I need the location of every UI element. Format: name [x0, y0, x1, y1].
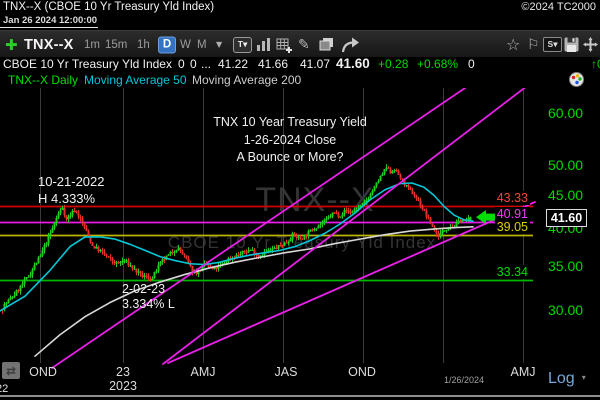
x-axis-label: 2023 — [109, 379, 137, 393]
copyright-label: ©2024 TC2000 — [521, 1, 596, 13]
x-axis-label: JAS — [274, 365, 298, 379]
plus-icon[interactable]: ✚ — [5, 35, 18, 54]
y-axis-tick: 45.00 — [548, 186, 584, 203]
window-title: TNX--X (CBOE 10 Yr Treasury Yld Index) — [3, 1, 215, 13]
quote-open: 41.22 — [218, 57, 249, 71]
clipped-year-label: 22 — [0, 383, 9, 395]
price-level-label: 43.33 — [494, 190, 530, 205]
up-arrow-icon: ↑ — [591, 57, 597, 71]
y-axis-tick: 30.00 — [548, 302, 584, 318]
quote-ellipsis: ... — [201, 57, 212, 71]
palette-icon[interactable] — [569, 72, 584, 87]
price-level-label: 40.91 — [494, 206, 530, 221]
x-axis-label: AMJ — [190, 365, 216, 379]
chart-annotation: TNX 10 Year Treasury Yield 1-26-2024 Clos… — [213, 115, 367, 164]
y-axis-tick: 60.00 — [548, 105, 584, 121]
session-date-label: 1/26/2024 — [443, 375, 485, 385]
toolbar: ✚ TNX--X 1m 15m 1h D W M ▼ T▾ ✎ ☆ ⚐ S▾ — [0, 30, 600, 59]
symbol-label[interactable]: TNX--X — [24, 36, 74, 53]
quote-volume: 0 — [468, 57, 475, 71]
price-level-label: 39.05 — [494, 220, 530, 235]
timeframe-group: 1m 15m 1h D W M — [84, 31, 214, 58]
quote-row: CBOE 10 Yr Treasury Yld Index 0 0 ... 41… — [0, 56, 600, 72]
quote-change-summary: ↑0.28(0.68%) — [591, 57, 600, 71]
y-axis-tick: 35.00 — [548, 258, 584, 275]
x-axis-label: AMJ — [510, 365, 536, 379]
chevron-down-icon[interactable]: ▼ — [216, 40, 223, 49]
quote-change-pct: +0.68% — [417, 57, 459, 71]
timeframe-W[interactable]: W — [180, 38, 191, 51]
x-axis-label: 23 — [116, 365, 130, 379]
last-price-box: 41.60 — [546, 208, 587, 227]
pan-arrows-icon[interactable]: ⇄ — [2, 362, 20, 379]
timeframe-M[interactable]: M — [197, 38, 207, 51]
timeframe-1m[interactable]: 1m — [84, 38, 100, 51]
tv-icon[interactable]: T▾ — [233, 31, 252, 58]
share-icon[interactable] — [341, 31, 360, 58]
quote-ask: 0 — [190, 57, 197, 71]
save-icon[interactable] — [564, 31, 579, 58]
log-dropdown-icon: ▾ — [581, 373, 586, 382]
legend-symbol-plot[interactable]: TNX--X Daily — [8, 73, 79, 87]
titlebar: TNX--X (CBOE 10 Yr Treasury Yld Index) ©… — [0, 0, 600, 14]
timeframe-15m[interactable]: 15m — [105, 38, 128, 51]
legend-ma50[interactable]: Moving Average 50 — [84, 73, 187, 87]
timeframe-D[interactable]: D — [158, 36, 176, 53]
chart-annotation: 2-02-23 3.334% L — [122, 282, 175, 311]
star-icon[interactable]: ☆ — [506, 35, 521, 54]
log-scale-toggle[interactable]: Log ▾ — [548, 370, 586, 387]
price-level-label: 33.34 — [494, 264, 530, 279]
legend-ma200[interactable]: Moving Average 200 — [192, 73, 302, 87]
timeframe-1h[interactable]: 1h — [137, 38, 150, 51]
flag-icon[interactable]: ⚐ — [527, 36, 540, 53]
last-price-value: 41.60 — [550, 210, 583, 225]
title-underline — [0, 27, 98, 28]
chart-annotation: 10-21-2022 H 4.333% — [38, 174, 105, 206]
quote-change: +0.28 — [378, 57, 409, 71]
window-bottom-border — [0, 395, 600, 397]
y-axis-tick: 50.00 — [548, 156, 584, 173]
bar-style-icon[interactable] — [256, 31, 271, 58]
chart-datetime: Jan 26 2024 12:00:00 — [3, 15, 98, 26]
x-axis-label: OND — [29, 365, 57, 379]
quote-high: 41.66 — [258, 57, 289, 71]
x-axis-label: OND — [348, 365, 376, 379]
quote-bid: 0 — [178, 57, 185, 71]
grid-add-icon[interactable] — [276, 31, 292, 58]
move-icon[interactable] — [583, 31, 598, 58]
quote-name: CBOE 10 Yr Treasury Yld Index — [3, 57, 172, 71]
pencil-icon[interactable]: ✎ — [298, 36, 310, 53]
legend-row: TNX--X Daily Moving Average 50 Moving Av… — [0, 72, 600, 88]
copy-chart-icon[interactable] — [319, 31, 335, 58]
quote-last: 41.60 — [336, 56, 370, 71]
quote-low: 41.07 — [300, 57, 331, 71]
sv-icon[interactable]: S▾ — [543, 31, 562, 58]
